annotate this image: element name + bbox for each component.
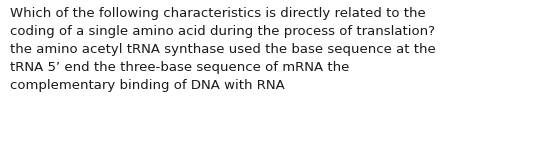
Text: Which of the following characteristics is directly related to the
coding of a si: Which of the following characteristics i… [10, 7, 436, 92]
